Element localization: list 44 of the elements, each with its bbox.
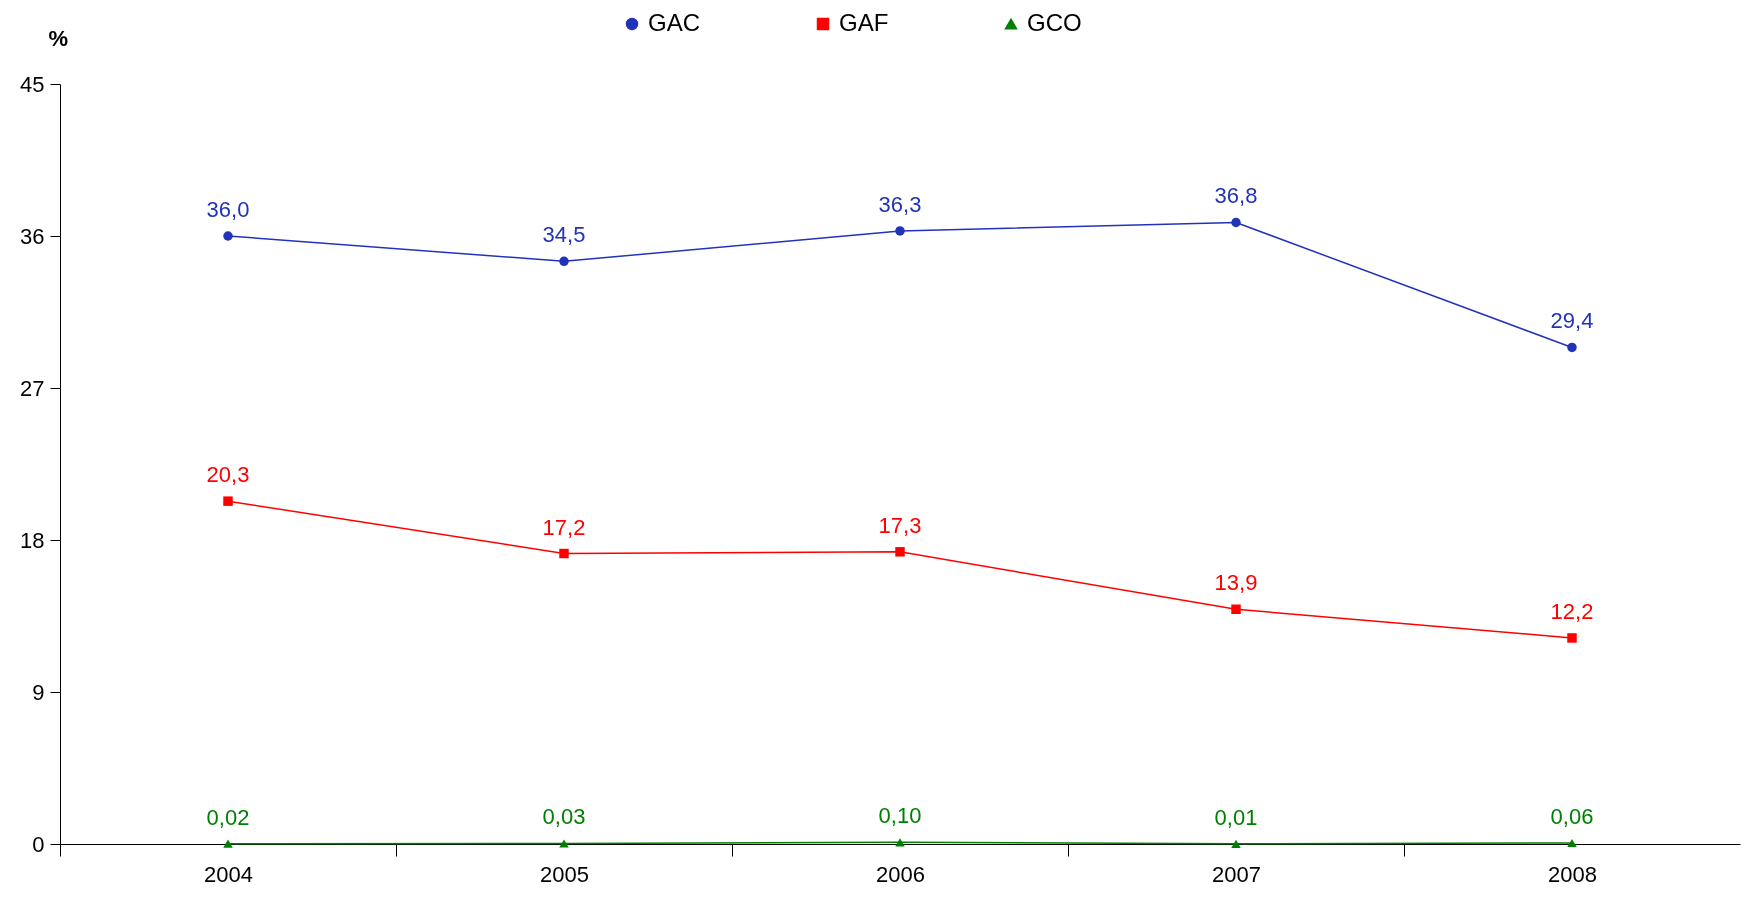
data-label: 0,01 (1214, 804, 1258, 830)
point (895, 226, 905, 236)
point (1567, 838, 1577, 848)
data-label: 34,5 (542, 222, 586, 248)
data-label: 17,2 (542, 514, 586, 540)
y-tick-label: 0 (32, 831, 45, 857)
point (1231, 604, 1241, 614)
point (223, 231, 233, 241)
x-tick-label: 2007 (1212, 861, 1261, 887)
point (559, 839, 569, 848)
point (1231, 217, 1241, 228)
data-label: 36,0 (206, 197, 250, 222)
y-tick-label: 45 (20, 71, 45, 97)
y-tick-label: 27 (20, 375, 45, 401)
y-tick-label: 18 (20, 527, 45, 553)
point (895, 547, 905, 557)
point (1567, 342, 1577, 353)
data-label: 36,3 (878, 191, 922, 217)
point (223, 839, 233, 848)
x-tick-label: 2005 (540, 861, 589, 887)
data-label: 29,4 (1550, 308, 1594, 334)
y-axis-title: % (48, 25, 69, 51)
data-label: 0,02 (206, 804, 250, 830)
x-tick-label: 2004 (204, 861, 253, 887)
data-label: 0,03 (542, 804, 586, 830)
data-label: 0,10 (878, 803, 922, 829)
point (559, 548, 569, 559)
legend-label: GAF (839, 9, 889, 36)
legend-label: GAC (648, 9, 701, 36)
data-label: 12,2 (1550, 598, 1594, 624)
x-tick-label: 2008 (1548, 861, 1597, 887)
data-label: 0,06 (1550, 803, 1594, 829)
data-label: 20,3 (206, 462, 250, 488)
point (1567, 633, 1577, 643)
data-label: 36,8 (1214, 183, 1258, 209)
legend-label: GCO (1027, 9, 1082, 36)
y-tick-label: 36 (20, 223, 45, 249)
point (223, 496, 233, 506)
point (1231, 839, 1241, 848)
point (559, 256, 569, 267)
data-label: 17,3 (878, 512, 922, 538)
data-label: 13,9 (1214, 570, 1258, 596)
x-tick-label: 2006 (876, 861, 925, 887)
y-tick-label: 9 (32, 679, 45, 705)
